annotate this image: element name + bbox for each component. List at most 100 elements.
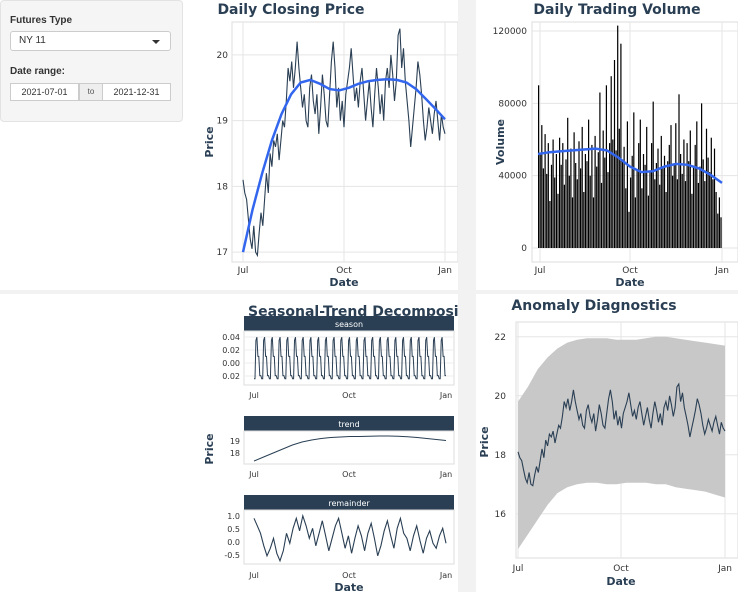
futures-type-label: Futures Type bbox=[10, 15, 72, 26]
volume-bar bbox=[551, 165, 552, 248]
y-tick-label: 18 bbox=[217, 182, 229, 192]
chevron-down-icon bbox=[152, 40, 160, 44]
y-tick-label: 17 bbox=[217, 248, 228, 258]
volume-bar bbox=[633, 112, 634, 248]
volume-bar bbox=[545, 134, 546, 248]
divider bbox=[458, 0, 476, 592]
volume-bar bbox=[611, 76, 612, 248]
volume-bar bbox=[706, 129, 707, 248]
x-tick-label: Oct bbox=[342, 470, 356, 479]
anomaly-diagnostics-chart: Anomaly Diagnostics 16 18 20 22 Jul Oct Jan… bbox=[476, 294, 738, 592]
volume-bar bbox=[541, 125, 542, 248]
volume-bar bbox=[546, 174, 547, 248]
volume-bar bbox=[708, 158, 709, 248]
y-tick-label: 20 bbox=[495, 392, 507, 402]
volume-bar bbox=[635, 197, 636, 248]
y-tick-label: 0.00 bbox=[222, 359, 240, 368]
volume-bar bbox=[561, 165, 562, 248]
volume-bar bbox=[590, 176, 591, 248]
x-tick-label: Oct bbox=[613, 564, 629, 574]
y-tick-label: 0.04 bbox=[222, 333, 240, 342]
y-tick-label: -0.5 bbox=[224, 551, 240, 560]
chart-title: Daily Closing Price bbox=[217, 2, 364, 18]
volume-bar bbox=[649, 170, 650, 248]
volume-bar bbox=[677, 179, 678, 248]
volume-bar bbox=[711, 138, 712, 248]
volume-bar bbox=[627, 121, 628, 248]
sidebar-panel: Futures Type NY 11 Date range: 2021-07-0… bbox=[0, 0, 183, 122]
volume-bar bbox=[646, 127, 647, 248]
x-axis-label: Date bbox=[334, 581, 363, 592]
volume-bar bbox=[719, 197, 720, 248]
volume-bar bbox=[703, 159, 704, 248]
futures-type-select[interactable]: NY 11 bbox=[10, 31, 171, 51]
y-tick-label: 16 bbox=[495, 510, 507, 520]
x-tick-label: Jan bbox=[439, 571, 452, 580]
volume-bar bbox=[704, 181, 705, 248]
volume-bar bbox=[622, 161, 623, 248]
volume-bar bbox=[696, 121, 697, 248]
x-axis-label: Date bbox=[329, 276, 358, 289]
volume-bar bbox=[632, 156, 633, 248]
date-end-input[interactable]: 2021-12-31 bbox=[102, 83, 171, 101]
volume-bar bbox=[562, 143, 563, 248]
x-tick-label: Jul bbox=[237, 266, 249, 276]
volume-bar bbox=[675, 123, 676, 248]
plot-area: 17 18 19 20 Jul Oct Jan Date Price bbox=[203, 22, 458, 289]
volume-bar bbox=[586, 161, 587, 248]
volume-bar bbox=[564, 185, 565, 248]
strip-label: season bbox=[335, 320, 363, 329]
volume-bar bbox=[575, 163, 576, 248]
strip-label: remainder bbox=[328, 499, 370, 508]
y-axis-label: Price bbox=[203, 126, 216, 157]
x-axis-label: Date bbox=[615, 276, 644, 289]
y-tick-label: 0 bbox=[521, 244, 527, 254]
volume-bar bbox=[720, 217, 721, 248]
volume-bar bbox=[640, 120, 641, 248]
volume-bar bbox=[591, 145, 592, 248]
x-tick-label: Jan bbox=[439, 391, 452, 400]
volume-bar bbox=[717, 214, 718, 248]
x-tick-label: Oct bbox=[622, 266, 638, 276]
volume-bar bbox=[557, 194, 558, 248]
x-tick-label: Jul bbox=[534, 266, 546, 276]
volume-bar bbox=[678, 94, 679, 248]
volume-bar bbox=[569, 176, 570, 248]
volume-bar bbox=[672, 176, 673, 248]
volume-bar bbox=[598, 152, 599, 248]
volume-bar bbox=[709, 172, 710, 248]
volume-bar bbox=[625, 188, 626, 248]
volume-bar bbox=[653, 102, 654, 248]
volume-bar bbox=[659, 185, 660, 248]
y-tick-label: 0.02 bbox=[222, 372, 240, 381]
volume-bar bbox=[570, 149, 571, 248]
x-tick-label: Jan bbox=[717, 564, 732, 574]
volume-bar bbox=[648, 196, 649, 248]
y-tick-label: 0.0 bbox=[227, 538, 240, 547]
volume-bar bbox=[595, 136, 596, 248]
volume-bar bbox=[612, 140, 613, 249]
volume-bar bbox=[695, 145, 696, 248]
volume-bar bbox=[662, 168, 663, 248]
volume-bar bbox=[553, 140, 554, 249]
y-tick-label: 0.02 bbox=[222, 346, 240, 355]
volume-bar bbox=[609, 143, 610, 248]
volume-bar bbox=[599, 93, 600, 249]
volume-bar bbox=[607, 172, 608, 248]
volume-bar bbox=[620, 44, 621, 248]
y-tick-label: 0.5 bbox=[227, 525, 240, 534]
volume-bar bbox=[556, 154, 557, 248]
x-tick-label: Jul bbox=[512, 564, 524, 574]
volume-bar bbox=[701, 103, 702, 248]
volume-bar bbox=[567, 118, 568, 248]
x-axis-label: Date bbox=[606, 575, 635, 588]
volume-bar bbox=[716, 192, 717, 248]
date-range-label: Date range: bbox=[10, 66, 65, 77]
volume-bar bbox=[657, 149, 658, 248]
volume-bar bbox=[549, 201, 550, 248]
volume-bar bbox=[688, 161, 689, 248]
date-start-input[interactable]: 2021-07-01 bbox=[10, 83, 79, 101]
volume-bar bbox=[616, 150, 617, 248]
volume-bar bbox=[603, 131, 604, 249]
volume-bar bbox=[699, 167, 700, 248]
